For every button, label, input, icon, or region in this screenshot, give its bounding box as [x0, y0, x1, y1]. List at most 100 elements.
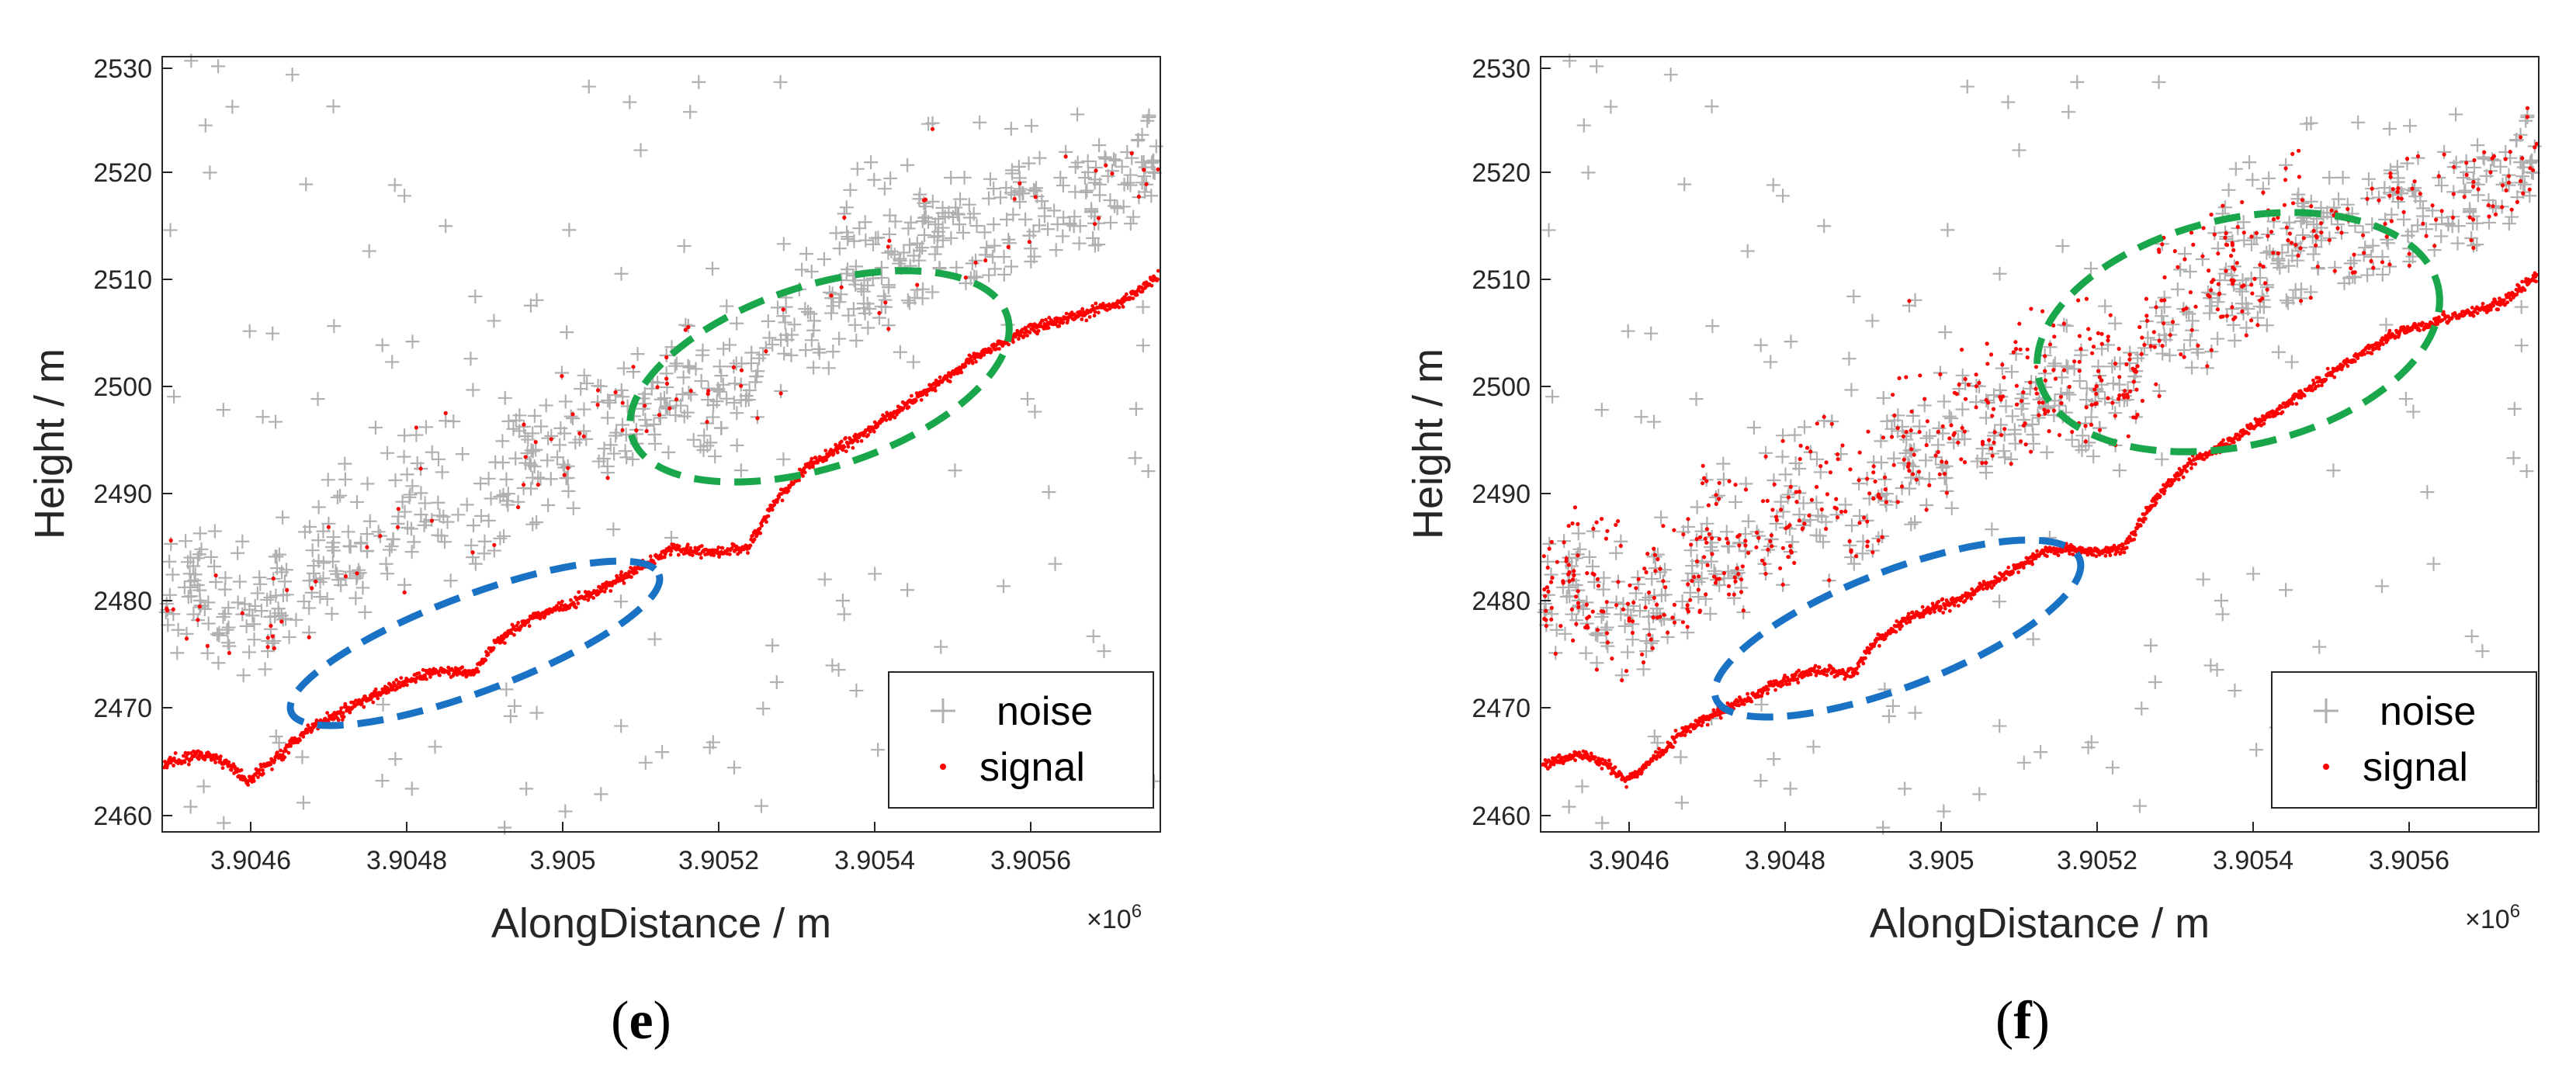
noise-point: [944, 170, 959, 185]
noise-point: [245, 608, 260, 623]
noise-point: [1032, 218, 1047, 233]
signal-point: [1873, 479, 1877, 484]
signal-point: [1614, 603, 1619, 608]
signal-point: [930, 126, 935, 131]
noise-point: [1815, 509, 1829, 524]
signal-point: [1063, 154, 1068, 159]
signal-point: [2091, 345, 2096, 349]
signal-point: [2205, 364, 2210, 369]
signal-point: [2212, 232, 2217, 237]
ground-signal-point: [340, 718, 345, 722]
signal-point: [1549, 617, 1554, 622]
signal-point: [2471, 245, 2476, 251]
signal-point: [1984, 460, 1988, 466]
signal-point: [1987, 438, 1992, 442]
noise-point: [521, 432, 536, 447]
ground-signal-point: [1940, 597, 1945, 601]
noise-point: [1704, 99, 1719, 114]
noise-point: [1705, 319, 1720, 334]
signal-point: [1847, 539, 1852, 544]
noise-point: [2466, 238, 2481, 253]
noise-point: [269, 414, 283, 429]
signal-point: [2486, 203, 2491, 208]
signal-point: [1990, 414, 1995, 418]
ground-signal-point: [2162, 489, 2167, 493]
noise-point: [2005, 365, 2020, 379]
noise-point: [501, 497, 515, 512]
signal-point: [2154, 305, 2158, 310]
signal-point: [1725, 536, 1729, 541]
ground-signal-point: [1557, 753, 1562, 757]
noise-point: [1809, 495, 1824, 510]
signal-point: [1686, 609, 1690, 614]
ground-signal-point: [1565, 754, 1569, 759]
noise-point: [553, 421, 568, 435]
signal-point: [2519, 178, 2523, 183]
noise-point: [2162, 348, 2177, 362]
signal-point: [2028, 380, 2033, 385]
noise-point: [944, 230, 959, 245]
noise-point: [952, 217, 966, 232]
signal-point: [1773, 514, 1779, 519]
noise-point: [2337, 276, 2352, 291]
signal-point: [2432, 244, 2437, 248]
noise-point: [2151, 74, 2166, 89]
signal-point: [1832, 505, 1837, 510]
noise-point: [664, 531, 678, 546]
signal-point: [2249, 282, 2254, 287]
signal-point: [2207, 268, 2211, 273]
noise-point: [2351, 115, 2366, 130]
signal-point: [2019, 439, 2023, 444]
ground-signal-point: [213, 760, 217, 764]
noise-point: [563, 409, 578, 424]
noise-point: [1086, 629, 1101, 643]
signal-point: [570, 412, 575, 417]
signal-point: [1704, 540, 1709, 545]
signal-point: [1670, 615, 1675, 620]
noise-point: [1049, 243, 1063, 258]
signal-point: [2090, 351, 2095, 355]
ground-signal-point: [994, 347, 999, 351]
ground-signal-point: [1869, 646, 1874, 650]
y-axis-e: 2460 2470 2480 2490 2500 2510 2520 2530 …: [26, 54, 172, 831]
signal-point: [1985, 362, 1990, 366]
noise-point: [242, 645, 257, 660]
signal-point: [1865, 519, 1870, 524]
signal-point: [2014, 383, 2019, 388]
signal-point: [2229, 254, 2234, 258]
signal-point: [2037, 413, 2041, 417]
noise-point: [1942, 409, 1957, 424]
signal-point: [2089, 403, 2094, 407]
signal-point: [2506, 174, 2512, 178]
noise-point: [1936, 394, 1951, 409]
noise-point: [1590, 59, 1604, 74]
signal-point: [667, 406, 672, 411]
noise-point: [1844, 518, 1859, 533]
signal-point: [2029, 307, 2033, 311]
noise-point: [1012, 195, 1027, 210]
ground-signal-point: [1929, 610, 1933, 615]
noise-point: [1549, 622, 1564, 637]
signal-point: [1774, 518, 1779, 522]
signal-point: [2159, 298, 2164, 303]
ground-signal-point: [937, 383, 941, 387]
ground-signal-point: [1613, 765, 1617, 769]
noise-point: [2415, 209, 2430, 223]
signal-point: [1544, 618, 1548, 622]
noise-point: [342, 539, 357, 553]
ground-signal-point: [1808, 672, 1813, 677]
signal-point: [1762, 562, 1767, 566]
ground-signal-point: [1917, 611, 1922, 616]
signal-point: [1818, 464, 1823, 469]
signal-point: [2254, 230, 2259, 235]
signal-point: [2162, 298, 2167, 303]
signal-point: [1938, 372, 1943, 376]
signal-point: [2300, 198, 2304, 203]
signal-point: [2140, 335, 2144, 340]
noise-point: [305, 543, 320, 558]
noise-point: [2380, 236, 2395, 251]
signal-point: [1907, 469, 1912, 473]
ground-signal-point: [399, 676, 404, 680]
noise-point: [1018, 212, 1033, 227]
ground-signal-point: [1061, 320, 1066, 324]
